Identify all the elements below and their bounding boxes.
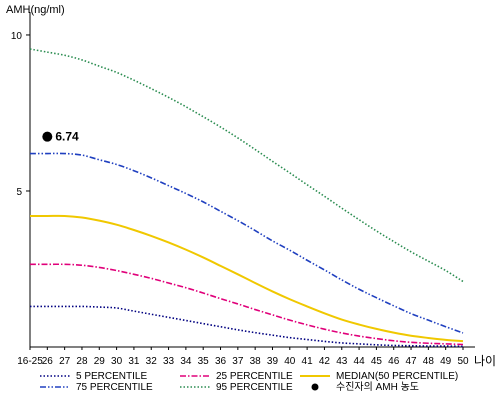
x-tick-label: 34 bbox=[180, 356, 192, 367]
y-tick-label: 5 bbox=[16, 187, 22, 198]
x-tick-label: 37 bbox=[232, 356, 244, 367]
x-tick-label: 41 bbox=[302, 356, 314, 367]
x-tick-label: 46 bbox=[388, 356, 400, 367]
legend-label-marker: 수진자의 AMH 농도 bbox=[336, 381, 419, 393]
chart-axes bbox=[29, 12, 475, 348]
legend-label-3: 95 PERCENTILE bbox=[216, 382, 293, 393]
series-line-4 bbox=[30, 214, 464, 343]
patient-amh-label: 6.74 bbox=[55, 130, 79, 144]
x-tick-label: 47 bbox=[405, 356, 417, 367]
series-line-1 bbox=[30, 263, 464, 346]
y-ticks: 5 10 bbox=[11, 31, 30, 198]
x-tick-label: 35 bbox=[198, 356, 210, 367]
x-tick-label: 44 bbox=[354, 356, 366, 367]
patient-amh-point bbox=[42, 131, 53, 142]
x-tick-label: 28 bbox=[76, 356, 88, 367]
x-tick-label: 48 bbox=[423, 356, 435, 367]
x-tick-label: 45 bbox=[371, 356, 383, 367]
y-tick-label: 10 bbox=[11, 31, 23, 42]
patient-marker: 6.74 bbox=[42, 130, 79, 144]
x-tick-label: 31 bbox=[128, 356, 140, 367]
x-tick-label: 33 bbox=[163, 356, 175, 367]
x-tick-label: 30 bbox=[111, 356, 123, 367]
series-line-0 bbox=[29, 305, 464, 348]
legend-label-0: 5 PERCENTILE bbox=[76, 371, 147, 382]
x-tick-label: 27 bbox=[59, 356, 71, 367]
x-tick-label: 29 bbox=[94, 356, 106, 367]
x-tick-label: 16-25 bbox=[17, 356, 43, 367]
x-tick-label: 38 bbox=[250, 356, 262, 367]
x-tick-label: 36 bbox=[215, 356, 227, 367]
x-axis-title: 나이 bbox=[474, 354, 496, 368]
x-tick-label: 49 bbox=[440, 356, 452, 367]
x-tick-label: 32 bbox=[146, 356, 158, 367]
x-tick-label: 42 bbox=[319, 356, 331, 367]
legend-label-2: 75 PERCENTILE bbox=[76, 382, 153, 393]
x-tick-label: 26 bbox=[42, 356, 54, 367]
x-tick-label: 39 bbox=[267, 356, 279, 367]
legend-marker-swatch bbox=[311, 383, 319, 391]
x-tick-label: 50 bbox=[457, 356, 469, 367]
x-tick-label: 40 bbox=[284, 356, 296, 367]
y-axis-title: AMH(ng/ml) bbox=[6, 4, 65, 16]
x-tick-label: 43 bbox=[336, 356, 348, 367]
legend: 5 PERCENTILE 25 PERCENTILE MEDIAN(50 PERCE… bbox=[40, 371, 458, 393]
legend-label-1: 25 PERCENTILE bbox=[216, 371, 293, 382]
series-line-3 bbox=[29, 48, 464, 283]
series-lines bbox=[29, 48, 464, 348]
legend-label-4: MEDIAN(50 PERCENTILE) bbox=[336, 371, 458, 382]
